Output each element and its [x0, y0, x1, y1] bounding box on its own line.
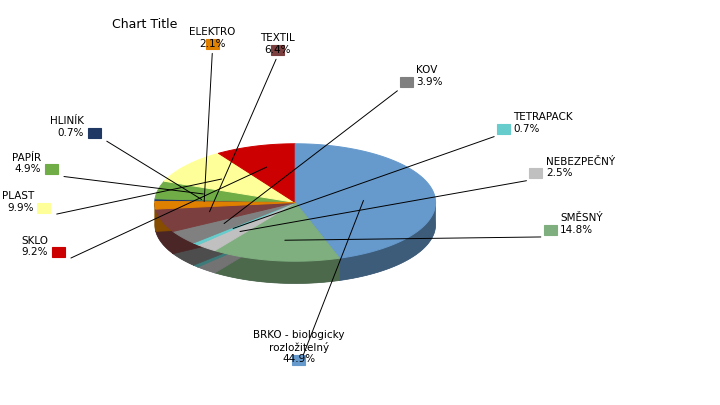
Polygon shape: [215, 251, 339, 284]
Ellipse shape: [155, 166, 436, 284]
Polygon shape: [155, 202, 156, 231]
Polygon shape: [156, 202, 295, 231]
Polygon shape: [156, 202, 295, 231]
Text: ELEKTRO
2.1%: ELEKTRO 2.1%: [189, 27, 235, 49]
Bar: [400, 77, 413, 87]
Text: HLINÍK
0.7%: HLINÍK 0.7%: [50, 116, 84, 138]
Bar: [271, 45, 284, 55]
Polygon shape: [173, 202, 295, 254]
Text: PLAST
9.9%: PLAST 9.9%: [1, 191, 34, 213]
Polygon shape: [155, 201, 295, 209]
Polygon shape: [155, 181, 295, 202]
Bar: [529, 168, 542, 178]
Polygon shape: [198, 202, 295, 267]
Polygon shape: [198, 245, 215, 273]
Polygon shape: [173, 231, 194, 265]
Polygon shape: [295, 202, 339, 281]
Bar: [206, 39, 219, 49]
Polygon shape: [156, 209, 173, 254]
Text: PAPÍR
4.9%: PAPÍR 4.9%: [12, 153, 41, 174]
Text: TEXTIL
6.4%: TEXTIL 6.4%: [260, 33, 294, 55]
Text: TETRAPACK
0.7%: TETRAPACK 0.7%: [513, 112, 573, 134]
Polygon shape: [194, 202, 295, 265]
Polygon shape: [173, 202, 295, 254]
Polygon shape: [295, 202, 339, 281]
Polygon shape: [339, 202, 436, 281]
Polygon shape: [194, 243, 198, 267]
Text: NEBEZPEČNÝ
2.5%: NEBEZPEČNÝ 2.5%: [546, 157, 615, 178]
Polygon shape: [215, 202, 295, 273]
Text: Chart Title: Chart Title: [112, 18, 177, 31]
Text: SMĚSNÝ
14.8%: SMĚSNÝ 14.8%: [560, 213, 603, 235]
Text: BRKO - biologicky
rozložitelný
44.9%: BRKO - biologicky rozložitelný 44.9%: [253, 330, 345, 364]
Polygon shape: [194, 202, 295, 265]
Polygon shape: [156, 202, 295, 231]
Polygon shape: [295, 144, 436, 258]
Text: SKLO
9.2%: SKLO 9.2%: [21, 236, 48, 257]
Polygon shape: [164, 153, 295, 202]
Bar: [292, 355, 305, 364]
Polygon shape: [194, 202, 295, 245]
Polygon shape: [215, 202, 295, 273]
Polygon shape: [198, 202, 295, 251]
Bar: [497, 124, 510, 134]
Bar: [45, 164, 58, 174]
Polygon shape: [155, 199, 295, 202]
Polygon shape: [218, 144, 295, 202]
Bar: [88, 128, 101, 138]
Polygon shape: [173, 202, 295, 243]
Bar: [52, 247, 65, 257]
Polygon shape: [198, 202, 295, 267]
Polygon shape: [215, 202, 339, 261]
Text: KOV
3.9%: KOV 3.9%: [416, 66, 443, 87]
Bar: [37, 203, 50, 213]
Bar: [544, 225, 557, 235]
